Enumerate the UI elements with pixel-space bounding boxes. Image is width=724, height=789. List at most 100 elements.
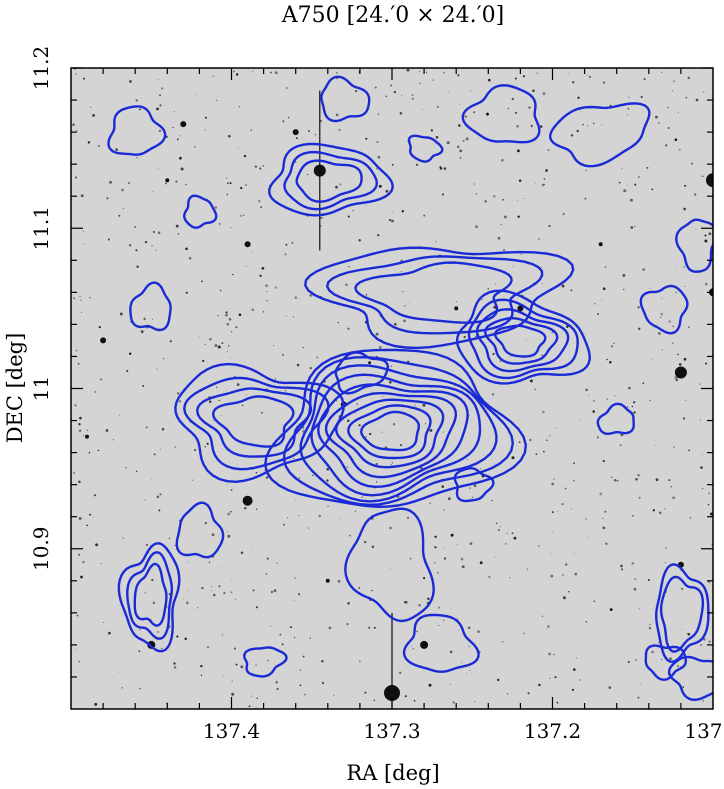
source-dot bbox=[306, 173, 308, 176]
source-dot bbox=[308, 130, 310, 132]
source-dot bbox=[265, 284, 268, 288]
source-dot bbox=[159, 104, 162, 107]
source-dot bbox=[233, 70, 235, 73]
source-dot bbox=[112, 439, 115, 441]
source-dot bbox=[507, 107, 510, 110]
source-dot bbox=[649, 623, 651, 626]
secondary-peak-contour bbox=[475, 308, 570, 373]
source-dot bbox=[279, 633, 282, 636]
source-dot bbox=[699, 383, 701, 385]
source-dot bbox=[240, 186, 243, 190]
source-dot bbox=[144, 592, 146, 594]
source-dot bbox=[655, 115, 658, 119]
source-dot bbox=[294, 296, 298, 299]
source-dot bbox=[436, 105, 439, 108]
source-dot bbox=[633, 411, 636, 414]
source-dot bbox=[620, 564, 623, 568]
source-dot bbox=[108, 631, 111, 635]
source-dot bbox=[378, 184, 382, 188]
source-dot bbox=[389, 526, 392, 530]
y-tick-label: 11.2 bbox=[29, 46, 53, 91]
source-dot bbox=[473, 484, 477, 488]
small-contour bbox=[107, 105, 167, 156]
source-dot bbox=[275, 680, 278, 684]
source-dot bbox=[612, 342, 615, 345]
source-dot bbox=[609, 608, 613, 612]
source-dot bbox=[346, 622, 349, 626]
source-dot bbox=[176, 138, 179, 141]
small-contour bbox=[644, 644, 687, 681]
source-dot bbox=[675, 291, 678, 294]
source-dot bbox=[356, 403, 358, 405]
source-dot bbox=[627, 660, 630, 664]
source-dot bbox=[637, 696, 640, 699]
source-dot bbox=[638, 327, 641, 330]
source-dot bbox=[630, 226, 634, 229]
source-dot bbox=[491, 332, 493, 334]
source-dot bbox=[375, 481, 378, 483]
source-dot bbox=[493, 195, 496, 198]
source-dot bbox=[107, 238, 110, 241]
source-dot bbox=[158, 168, 159, 170]
source-dot bbox=[204, 129, 206, 131]
source-dot bbox=[240, 551, 244, 555]
source-dot bbox=[497, 236, 501, 240]
source-dot bbox=[456, 543, 458, 545]
source-dot bbox=[230, 226, 232, 229]
source-dot bbox=[406, 68, 410, 72]
source-dot bbox=[561, 503, 564, 506]
source-dot bbox=[620, 568, 624, 571]
source-dot bbox=[194, 449, 197, 452]
y-tick-label: 10.9 bbox=[29, 526, 53, 571]
source-dot bbox=[664, 561, 666, 564]
source-dot bbox=[250, 695, 252, 697]
source-dot bbox=[688, 326, 690, 329]
source-dot bbox=[157, 78, 159, 81]
source-dot bbox=[684, 399, 687, 401]
source-dot bbox=[689, 517, 692, 519]
source-dot bbox=[492, 352, 495, 356]
small-contour bbox=[320, 75, 371, 123]
source-dot bbox=[385, 441, 387, 442]
source-dot bbox=[136, 265, 139, 268]
source-dot bbox=[227, 345, 230, 347]
source-dot bbox=[550, 553, 552, 555]
source-dot bbox=[212, 419, 214, 422]
source-dot bbox=[674, 138, 678, 141]
source-dot bbox=[359, 660, 361, 663]
west-clump-contour bbox=[183, 376, 330, 471]
source-dot bbox=[432, 79, 435, 81]
source-dot bbox=[206, 442, 209, 445]
bright-stars bbox=[85, 90, 713, 709]
source-dot bbox=[339, 518, 341, 520]
source-dot bbox=[100, 378, 103, 381]
source-dot bbox=[243, 154, 247, 158]
source-dot bbox=[314, 133, 317, 136]
source-dot bbox=[474, 701, 476, 703]
source-dot bbox=[475, 225, 478, 229]
source-dot bbox=[564, 487, 567, 490]
source-dot bbox=[77, 553, 81, 556]
source-dot bbox=[180, 167, 184, 171]
small-contour bbox=[402, 613, 480, 673]
source-dot bbox=[231, 680, 233, 682]
source-dot bbox=[93, 494, 96, 497]
source-dot bbox=[168, 537, 170, 540]
source-dot bbox=[623, 189, 627, 193]
source-dot bbox=[688, 449, 691, 452]
source-dot bbox=[526, 568, 529, 570]
source-dot bbox=[382, 396, 384, 398]
source-dot bbox=[670, 485, 673, 488]
source-dot bbox=[82, 230, 84, 232]
source-dot bbox=[541, 266, 543, 268]
source-dot bbox=[145, 543, 148, 546]
source-dot bbox=[548, 652, 552, 656]
source-dot bbox=[385, 189, 389, 193]
source-dot bbox=[582, 123, 584, 126]
source-dot bbox=[613, 258, 615, 260]
source-dot bbox=[214, 206, 218, 209]
bright-star bbox=[313, 164, 326, 177]
source-dot bbox=[235, 663, 238, 666]
source-dot bbox=[687, 632, 691, 636]
source-dot bbox=[100, 562, 102, 565]
